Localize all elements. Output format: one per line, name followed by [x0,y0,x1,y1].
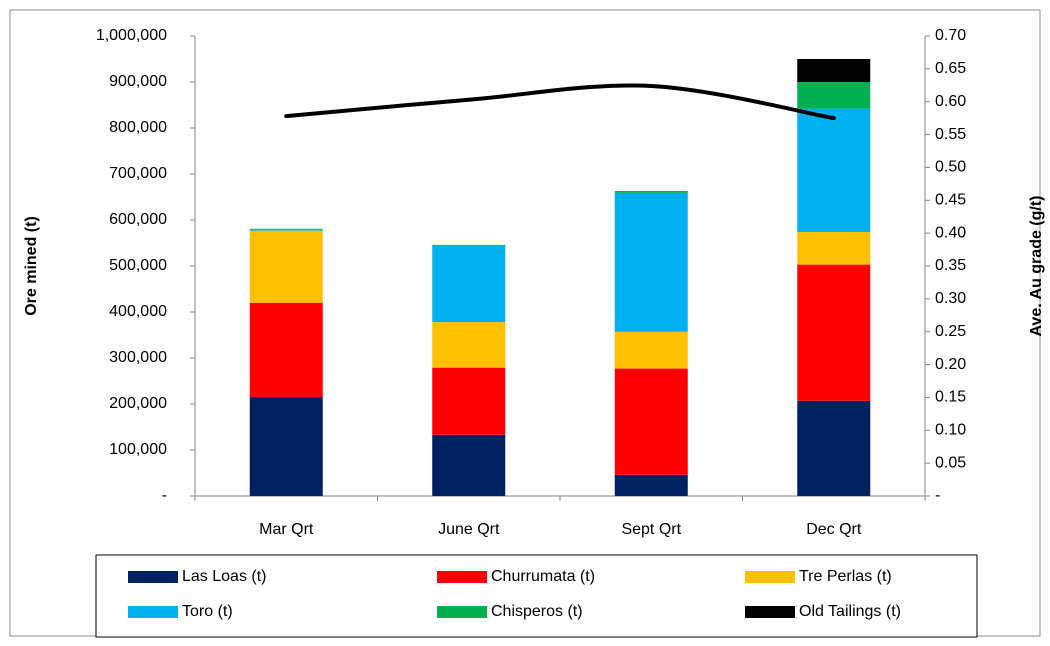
y-tick-label: 600,000 [109,211,167,228]
y-tick-label: 200,000 [109,395,167,412]
y-tick-label: 400,000 [109,303,167,320]
legend-label: Old Tailings (t) [799,603,901,620]
bar-segment [432,322,506,368]
y2-tick-label: - [935,487,940,504]
y-tick-label: 1,000,000 [96,27,167,44]
y2-tick-label: 0.10 [935,422,966,439]
y-axis-title: Ore mined (t) [23,216,40,316]
legend-swatch [437,571,487,583]
bar-segment [249,230,323,303]
y-tick-label: 700,000 [109,165,167,182]
grade-line [284,83,836,121]
legend-label: Las Loas (t) [182,568,266,585]
legend-swatch [745,571,795,583]
bar-segment [797,231,871,265]
x-tick-label: Mar Qrt [259,521,314,538]
bar-segment [614,192,688,332]
bar-segment [432,244,506,246]
y2-axis-title: Ave. Au grade (g/t) [1028,195,1045,336]
legend-box [95,554,978,638]
y2-tick-label: 0.30 [935,290,966,307]
legend-label: Chisperos (t) [491,603,583,620]
bar-segment [249,229,323,231]
bar-segment [614,474,688,496]
bar-segment [432,434,506,496]
x-tick-label: Sept Qrt [621,521,681,538]
legend-label: Toro (t) [182,603,233,620]
y-tick-label: 800,000 [109,119,167,136]
y2-tick-label: 0.60 [935,93,966,110]
bar-segment [432,245,506,323]
bar-segment [797,400,871,496]
bar-segment [614,331,688,369]
bar-segment [797,264,871,401]
bar-segment [614,368,688,475]
y-tick-label: 500,000 [109,257,167,274]
x-tick-label: Dec Qrt [806,521,862,538]
y2-tick-label: 0.15 [935,389,966,406]
y-tick-label: 100,000 [109,441,167,458]
bar-segment [432,367,506,435]
legend-swatch [437,606,487,618]
y2-tick-label: 0.40 [935,224,966,241]
legend-swatch [128,606,178,618]
bar-segment [797,108,871,232]
legend-label: Churrumata (t) [491,568,595,585]
bar-segment [249,302,323,398]
y2-tick-label: 0.70 [935,27,966,44]
y-tick-label: 900,000 [109,73,167,90]
legend-swatch [128,571,178,583]
x-tick-label: June Qrt [438,521,500,538]
y2-tick-label: 0.55 [935,126,966,143]
y2-tick-label: 0.35 [935,257,966,274]
legend-swatch [745,606,795,618]
y2-tick-label: 0.50 [935,159,966,176]
y2-tick-label: 0.05 [935,454,966,471]
bar-segment [249,397,323,496]
bar-segment [614,191,688,193]
y2-tick-label: 0.20 [935,356,966,373]
y2-tick-label: 0.45 [935,192,966,209]
bar-segment [797,82,871,109]
bar-segment [797,59,871,82]
y2-tick-label: 0.25 [935,323,966,340]
chart-frame [9,9,1041,637]
y-tick-label: - [162,487,167,504]
y2-tick-label: 0.65 [935,60,966,77]
legend-label: Tre Perlas (t) [799,568,892,585]
y-tick-label: 300,000 [109,349,167,366]
